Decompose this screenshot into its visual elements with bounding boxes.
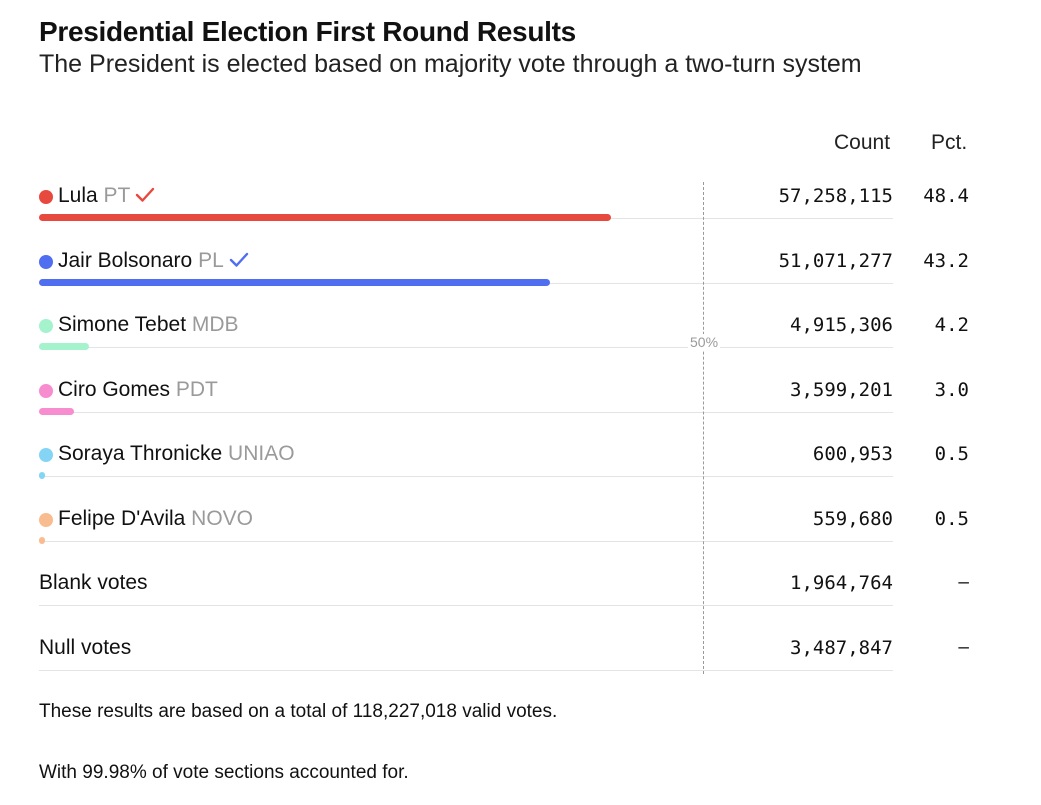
vote-count: 3,487,847: [790, 637, 893, 659]
party-name: PDT: [170, 378, 218, 401]
candidate-label: Lula PT: [58, 184, 155, 208]
vote-count: 57,258,115: [778, 185, 893, 207]
vote-count: 600,953: [812, 443, 893, 465]
result-row: Felipe D'Avila NOVO 559,680 0.5: [0, 505, 1041, 569]
chart-subtitle: The President is elected based on majori…: [39, 50, 862, 78]
result-row: Lula PT 57,258,115 48.4: [0, 182, 1041, 246]
result-row: Null votes 3,487,847 –: [0, 634, 1041, 698]
vote-share-bar: [39, 408, 75, 415]
result-row: Jair Bolsonaro PL 51,071,277 43.2: [0, 247, 1041, 311]
party-name: PL: [192, 249, 224, 272]
candidate-color-dot: [39, 513, 53, 527]
vote-percentage: 3.0: [934, 379, 969, 401]
candidate-name: Felipe D'Avila: [58, 507, 186, 530]
vote-percentage: 48.4: [923, 185, 969, 207]
candidate-name: Null votes: [39, 636, 132, 659]
candidate-color-dot: [39, 384, 53, 398]
vote-count: 559,680: [812, 508, 893, 530]
candidate-color-dot: [39, 190, 53, 204]
row-divider: [39, 412, 893, 413]
footnote-valid-votes: These results are based on a total of 11…: [39, 701, 558, 722]
candidate-label: Ciro Gomes PDT: [58, 378, 218, 402]
candidate-label: Blank votes: [39, 571, 148, 595]
vote-share-bar: [39, 537, 45, 544]
candidate-name: Ciro Gomes: [58, 378, 171, 401]
candidate-color-dot: [39, 319, 53, 333]
candidate-label: Jair Bolsonaro PL: [58, 249, 249, 273]
vote-share-bar: [39, 343, 89, 350]
pct-column-header: Pct.: [931, 131, 968, 154]
row-divider: [39, 541, 893, 542]
vote-share-bar: [39, 214, 612, 221]
row-divider: [39, 670, 893, 671]
winner-check-icon: [136, 187, 155, 202]
vote-percentage: 43.2: [923, 250, 969, 272]
count-column-header: Count: [834, 131, 891, 154]
candidate-label: Null votes: [39, 636, 131, 660]
majority-reference-line: [703, 182, 704, 674]
party-name: PT: [97, 184, 131, 207]
candidate-name: Lula: [58, 184, 98, 207]
candidate-label: Simone Tebet MDB: [58, 313, 239, 337]
candidate-name: Simone Tebet: [58, 313, 187, 336]
party-name: MDB: [186, 313, 239, 336]
candidate-name: Blank votes: [39, 571, 148, 594]
party-name: UNIAO: [222, 442, 295, 465]
vote-count: 4,915,306: [790, 314, 893, 336]
row-divider: [39, 347, 893, 348]
vote-percentage: –: [958, 572, 969, 593]
candidate-name: Jair Bolsonaro: [58, 249, 193, 272]
row-divider: [39, 476, 893, 477]
footnote-sections: With 99.98% of vote sections accounted f…: [39, 762, 409, 783]
vote-count: 51,071,277: [778, 250, 893, 272]
candidate-color-dot: [39, 255, 53, 269]
vote-share-bar: [39, 472, 45, 479]
vote-count: 1,964,764: [790, 572, 893, 594]
party-name: NOVO: [185, 507, 254, 530]
vote-percentage: –: [958, 637, 969, 658]
row-divider: [39, 605, 893, 606]
majority-reference-label: 50%: [688, 334, 721, 350]
vote-count: 3,599,201: [790, 379, 893, 401]
result-row: Soraya Thronicke UNIAO 600,953 0.5: [0, 440, 1041, 504]
chart-title: Presidential Election First Round Result…: [39, 16, 576, 47]
candidate-label: Felipe D'Avila NOVO: [58, 507, 253, 531]
result-row: Simone Tebet MDB 4,915,306 4.2: [0, 311, 1041, 375]
candidate-color-dot: [39, 448, 53, 462]
vote-share-bar: [39, 279, 550, 286]
vote-percentage: 4.2: [934, 314, 969, 336]
result-row: Ciro Gomes PDT 3,599,201 3.0: [0, 376, 1041, 440]
vote-percentage: 0.5: [934, 508, 969, 530]
candidate-name: Soraya Thronicke: [58, 442, 223, 465]
winner-check-icon: [229, 252, 248, 267]
result-row: Blank votes 1,964,764 –: [0, 569, 1041, 633]
vote-percentage: 0.5: [934, 443, 969, 465]
candidate-label: Soraya Thronicke UNIAO: [58, 442, 295, 466]
